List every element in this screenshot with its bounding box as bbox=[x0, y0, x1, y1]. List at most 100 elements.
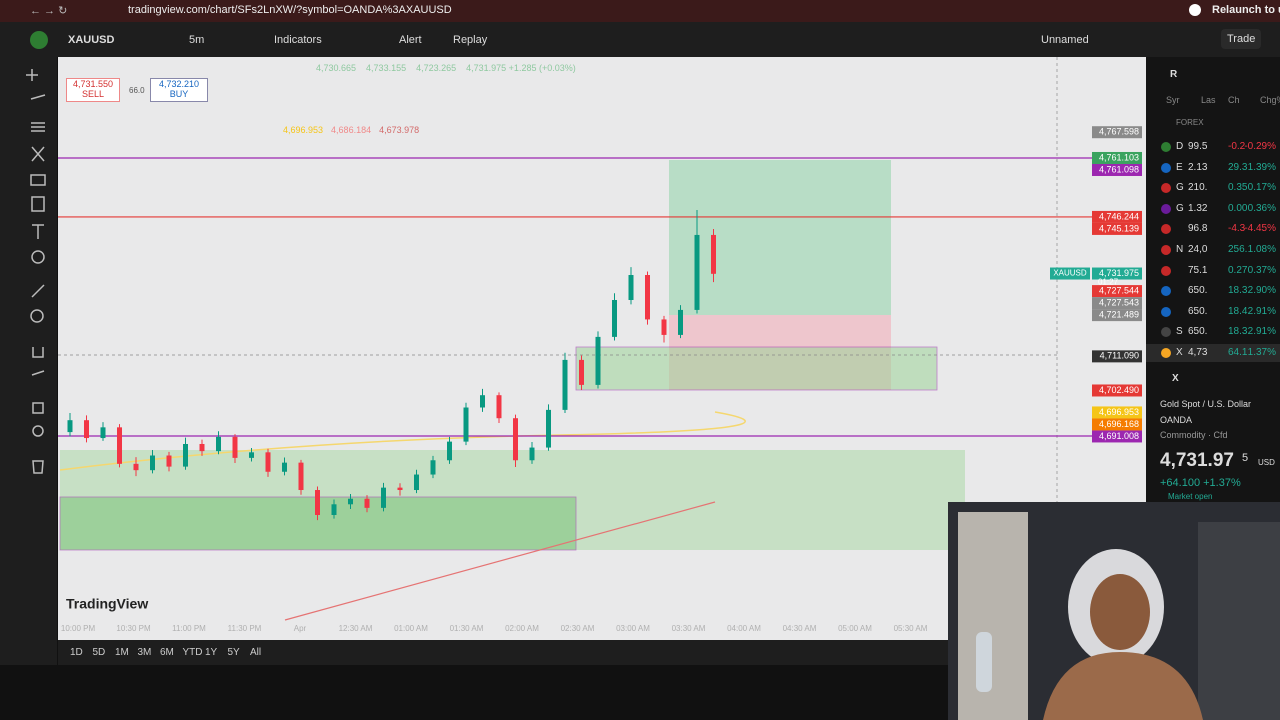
interval[interactable]: 5m bbox=[189, 34, 205, 46]
row-icon bbox=[1161, 203, 1171, 214]
price-label-box bbox=[1092, 406, 1142, 419]
candle-body bbox=[265, 452, 271, 472]
row-chgp: 0.37% bbox=[1247, 264, 1276, 276]
time-label: 04:00 AM bbox=[727, 624, 761, 633]
range-button[interactable]: 5Y bbox=[227, 647, 240, 658]
candle-body bbox=[430, 460, 436, 475]
trade[interactable]: Trade bbox=[1221, 29, 1262, 49]
layout-name[interactable]: Unnamed bbox=[1041, 34, 1089, 46]
profile[interactable] bbox=[1189, 4, 1201, 16]
watermark: TradingView bbox=[66, 596, 148, 612]
price-label: 4,761.098 bbox=[1099, 164, 1139, 174]
column-header: Las bbox=[1201, 95, 1216, 105]
price-label: 4,702.490 bbox=[1099, 385, 1139, 395]
range-button[interactable]: 1Y bbox=[205, 647, 218, 658]
candle-body bbox=[447, 441, 452, 461]
candle-body bbox=[595, 336, 601, 385]
row-last: 75.1 bbox=[1188, 264, 1208, 276]
price-label-box bbox=[1092, 163, 1142, 176]
time-label: 04:30 AM bbox=[783, 624, 817, 633]
price-label-box bbox=[1092, 350, 1142, 363]
ohlc-value: 4,723.265 bbox=[416, 63, 457, 73]
row-chg: -4.3 bbox=[1228, 223, 1246, 235]
time-label: 11:30 PM bbox=[228, 624, 262, 633]
buy-button[interactable]: 4,732.210 BUY bbox=[150, 78, 208, 102]
replay[interactable]: Replay bbox=[453, 34, 488, 46]
candle-body bbox=[298, 462, 304, 491]
row-icon bbox=[1161, 265, 1171, 276]
watchlist-row[interactable]: E 2.13 29.3 1.39% bbox=[1146, 159, 1280, 177]
candle-body bbox=[216, 436, 221, 452]
row-symbol: X bbox=[1176, 347, 1183, 358]
row-chgp: 1.08% bbox=[1247, 244, 1276, 255]
row-last: 4,73 bbox=[1188, 347, 1208, 358]
candle-body bbox=[612, 300, 617, 337]
row-chgp: 2.91% bbox=[1247, 305, 1276, 317]
watchlist-row[interactable]: G 210. 0.35 0.17% bbox=[1146, 179, 1280, 197]
row-chg: 0.35 bbox=[1228, 182, 1248, 194]
price-label: 4,745.139 bbox=[1099, 223, 1139, 233]
row-chgp: 1.37% bbox=[1247, 347, 1276, 358]
watchlist-row[interactable]: D 99.5 -0.2 -0.29% bbox=[1146, 138, 1280, 156]
row-chgp: 0.36% bbox=[1247, 202, 1276, 214]
time-label: 02:00 AM bbox=[505, 624, 539, 633]
watchlist-row[interactable]: G 1.32 0.00 0.36% bbox=[1146, 200, 1280, 218]
detail-price-tail: 5 bbox=[1242, 452, 1249, 464]
row-icon bbox=[1161, 348, 1171, 358]
range-button[interactable]: 1D bbox=[70, 647, 83, 658]
price-label-box bbox=[1092, 126, 1142, 139]
candle-body bbox=[628, 275, 634, 301]
url[interactable]: tradingview.com/chart/SFs2LnXW/?symbol=O… bbox=[128, 4, 452, 16]
row-last: 650. bbox=[1188, 326, 1208, 338]
range-button[interactable]: All bbox=[250, 647, 262, 658]
time-label: Apr bbox=[294, 624, 307, 633]
watchlist-title[interactable]: R bbox=[1170, 69, 1178, 80]
range-button[interactable]: 5D bbox=[92, 647, 106, 658]
symbol[interactable]: XAUUSD bbox=[68, 34, 115, 46]
watchlist: R Syr Las Ch Chg% FOREX D 99.5 -0.2-0.29% E 2.1… bbox=[1146, 57, 1280, 502]
row-symbol: G bbox=[1176, 182, 1184, 194]
row-symbol: E bbox=[1176, 161, 1183, 173]
detail-kind: Commodity · Cfd bbox=[1160, 430, 1228, 440]
candle-body bbox=[678, 309, 683, 335]
price-label: 4,727.543 bbox=[1099, 297, 1139, 307]
candle-body bbox=[397, 487, 403, 491]
watchlist-row[interactable]: S 650. 18.3 2.91% bbox=[1146, 323, 1280, 341]
indicators[interactable]: Indicators bbox=[274, 34, 322, 46]
candle-body bbox=[183, 443, 188, 467]
range-button[interactable]: YTD bbox=[182, 647, 203, 658]
time-label: 03:00 AM bbox=[616, 624, 650, 633]
relaunch[interactable]: Relaunch to update bbox=[1212, 4, 1280, 16]
row-chg: 0.27 bbox=[1228, 264, 1248, 276]
price-label: 4,746.244 bbox=[1099, 211, 1139, 221]
sell-button[interactable]: 4,731.550 SELL bbox=[66, 78, 120, 102]
candle-body bbox=[315, 490, 320, 516]
nav-icons[interactable]: ← → ↻ bbox=[30, 5, 68, 17]
price-label: 4,696.953 bbox=[1099, 407, 1139, 417]
webcam bbox=[948, 502, 1280, 720]
time-label: 05:00 AM bbox=[838, 624, 872, 633]
row-chg: 18.3 bbox=[1228, 326, 1248, 338]
row-chgp: 2.90% bbox=[1247, 285, 1276, 297]
watchlist-row[interactable]: 96.8 -4.3 -4.45% bbox=[1146, 220, 1280, 238]
range-button[interactable]: 1M bbox=[115, 647, 129, 658]
watchlist-row[interactable]: N 24,0 256. 1.08% bbox=[1146, 241, 1280, 259]
section: FOREX bbox=[1176, 118, 1204, 127]
price-label: 4,767.598 bbox=[1099, 127, 1139, 137]
watchlist-row[interactable]: 75.1 0.27 0.37% bbox=[1146, 262, 1280, 280]
candle-body bbox=[645, 275, 650, 320]
watchlist-row[interactable]: X 4,73 64.1 1.37% bbox=[1146, 344, 1280, 362]
trend-line bbox=[284, 501, 716, 621]
row-last: 99.5 bbox=[1188, 141, 1208, 152]
avatar[interactable] bbox=[30, 31, 48, 49]
watchlist-row[interactable]: 650. 18.3 2.90% bbox=[1146, 282, 1280, 300]
range-button[interactable]: 6M bbox=[160, 647, 174, 658]
candle-body bbox=[117, 427, 122, 464]
range-button[interactable]: 3M bbox=[137, 647, 152, 658]
alert[interactable]: Alert bbox=[399, 34, 422, 46]
candle-body bbox=[84, 420, 89, 439]
watchlist-row[interactable]: 650. 18.4 2.91% bbox=[1146, 303, 1280, 321]
row-last: 24,0 bbox=[1188, 244, 1208, 255]
candle-body bbox=[579, 359, 584, 385]
